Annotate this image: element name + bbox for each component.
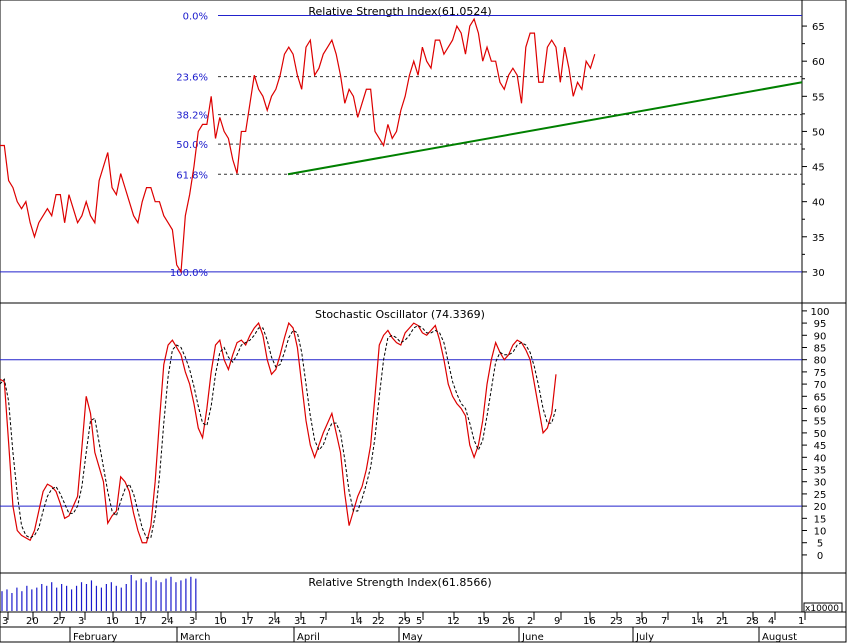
x-day-label: 17 bbox=[134, 616, 147, 627]
x-day-label: 17 bbox=[241, 616, 254, 627]
fib-level-label: 38.2% bbox=[176, 111, 208, 122]
x-day-label: 29 bbox=[398, 616, 411, 627]
rsi-y-tick-label: 30 bbox=[812, 268, 825, 279]
x-day-label: 3 bbox=[189, 616, 195, 627]
x-day-label: 5 bbox=[416, 616, 422, 627]
stochastic-y-tick-label: 75 bbox=[814, 368, 827, 379]
x-day-label: 16 bbox=[583, 616, 596, 627]
x-month-label: August bbox=[762, 632, 797, 643]
fib-level-label: 50.0% bbox=[176, 140, 208, 151]
rsi-panel: Relative Strength Index(61.0524) 30 35 40 4… bbox=[0, 5, 825, 279]
rsi-y-tick-label: 45 bbox=[812, 163, 825, 174]
stochastic-y-tick-label: 85 bbox=[814, 343, 827, 354]
stochastic-y-tick-label: 15 bbox=[814, 514, 827, 525]
x-day-label: 10 bbox=[214, 616, 227, 627]
x-month-label: April bbox=[297, 632, 320, 643]
stochastic-y-tick-label: 20 bbox=[814, 502, 827, 513]
x-day-label: 4 bbox=[768, 616, 774, 627]
x-day-label: 19 bbox=[477, 616, 490, 627]
rsi-line bbox=[0, 17, 596, 274]
x-day-label: 7 bbox=[661, 616, 667, 627]
x-month-label: March bbox=[180, 632, 210, 643]
stochastic-y-tick-label: 60 bbox=[814, 404, 827, 415]
stochastic-y-tick-label: 70 bbox=[814, 380, 827, 391]
x-day-label: 9 bbox=[554, 616, 560, 627]
x-day-label: 24 bbox=[161, 616, 174, 627]
rsi-title: Relative Strength Index(61.0524) bbox=[308, 5, 491, 18]
x-axis: x10000 3 20 27 3 10 17 24 3 10 17 24 31 7 14 22 29 5 12 19… bbox=[2, 602, 843, 643]
x-day-label: 21 bbox=[716, 616, 729, 627]
x-day-label: 26 bbox=[502, 616, 515, 627]
stochastic-y-tick-label: 35 bbox=[814, 466, 827, 477]
volume-panel: Relative Strength Index(61.8566) bbox=[1, 575, 492, 611]
fib-level-label: 23.6% bbox=[176, 73, 208, 84]
x-day-label: 22 bbox=[372, 616, 385, 627]
rsi-y-tick-label: 55 bbox=[812, 92, 825, 103]
rsi-y-tick-label: 50 bbox=[812, 127, 825, 138]
stochastic-y-tick-label: 50 bbox=[814, 429, 827, 440]
stochastic-y-tick-label: 10 bbox=[814, 527, 827, 538]
stochastic-y-tick-label: 100 bbox=[810, 307, 829, 318]
stochastic-y-tick-label: 55 bbox=[814, 417, 827, 428]
stochastic-title: Stochastic Oscillator (74.3369) bbox=[315, 308, 485, 321]
x-day-label: 3 bbox=[2, 616, 8, 627]
volume-title: Relative Strength Index(61.8566) bbox=[308, 576, 491, 589]
x-day-label: 31 bbox=[294, 616, 307, 627]
stochastic-y-tick-label: 90 bbox=[814, 331, 827, 342]
x-day-label: 14 bbox=[350, 616, 363, 627]
x-day-label: 27 bbox=[53, 616, 66, 627]
x-day-label: 14 bbox=[691, 616, 704, 627]
rsi-trendline bbox=[287, 81, 803, 176]
stochastic-y-tick-label: 40 bbox=[814, 453, 827, 464]
stochastic-d-line bbox=[0, 324, 557, 539]
x-day-label: 1 bbox=[798, 616, 804, 627]
x-day-label: 30 bbox=[635, 616, 648, 627]
x-day-label: 12 bbox=[447, 616, 460, 627]
stochastic-k-line bbox=[0, 321, 557, 544]
x-day-label: 10 bbox=[106, 616, 119, 627]
rsi-y-tick-label: 60 bbox=[812, 57, 825, 68]
fib-level-label: 100.0% bbox=[170, 268, 208, 279]
stochastic-y-tick-label: 30 bbox=[814, 478, 827, 489]
stochastic-y-tick-label: 45 bbox=[814, 441, 827, 452]
stochastic-y-tick-label: 5 bbox=[817, 539, 823, 550]
stochastic-y-tick-label: 25 bbox=[814, 490, 827, 501]
x-day-label: 3 bbox=[78, 616, 84, 627]
x-month-label: June bbox=[521, 632, 544, 643]
x-day-label: 28 bbox=[746, 616, 759, 627]
stochastic-y-tick-label: 65 bbox=[814, 392, 827, 403]
rsi-y-tick-label: 40 bbox=[812, 198, 825, 209]
x-month-label: July bbox=[635, 632, 654, 643]
x-day-label: 7 bbox=[319, 616, 325, 627]
x-day-label: 2 bbox=[527, 616, 533, 627]
x-day-label: 23 bbox=[610, 616, 623, 627]
rsi-y-tick-label: 65 bbox=[812, 22, 825, 33]
scale-label-box bbox=[803, 602, 843, 613]
x-day-label: 20 bbox=[26, 616, 39, 627]
fib-level-label: 0.0% bbox=[183, 12, 208, 23]
stochastic-y-tick-label: 0 bbox=[817, 551, 823, 562]
x-month-label: February bbox=[73, 632, 117, 643]
scale-label: x10000 bbox=[805, 604, 839, 614]
x-day-label: 24 bbox=[268, 616, 281, 627]
x-month-label: May bbox=[402, 632, 423, 643]
rsi-y-tick-label: 35 bbox=[812, 233, 825, 244]
stochastic-y-tick-label: 95 bbox=[814, 319, 827, 330]
stochastic-y-tick-label: 80 bbox=[814, 356, 827, 367]
